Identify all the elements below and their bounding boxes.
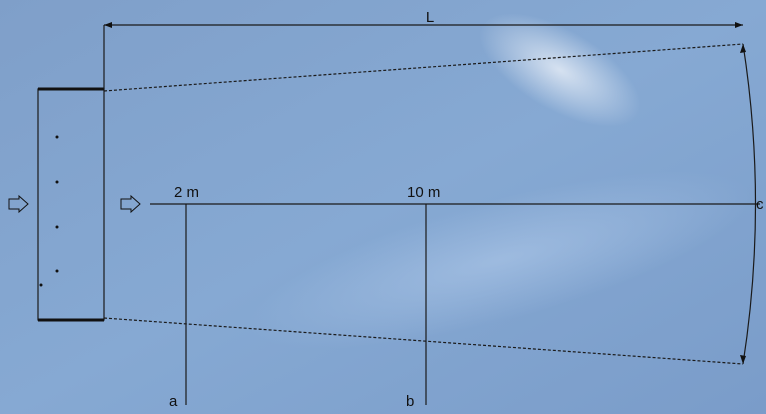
section-label: a	[169, 393, 178, 410]
arrowhead	[740, 355, 746, 364]
section-label: c	[756, 196, 764, 213]
distance-label: 2 m	[174, 184, 199, 201]
cloud	[248, 171, 752, 349]
beam-edge	[103, 43, 744, 92]
device-dots	[39, 135, 59, 287]
cloud	[479, 13, 641, 127]
flow-arrow	[8, 194, 29, 214]
length-label: L	[426, 9, 434, 26]
arrowhead	[740, 44, 746, 53]
arrowhead	[104, 22, 112, 28]
section-label: b	[406, 393, 414, 410]
arrowhead	[735, 22, 743, 28]
distance-label: 10 m	[407, 184, 440, 201]
flow-arrow	[120, 194, 141, 214]
beam-edge	[103, 317, 744, 365]
